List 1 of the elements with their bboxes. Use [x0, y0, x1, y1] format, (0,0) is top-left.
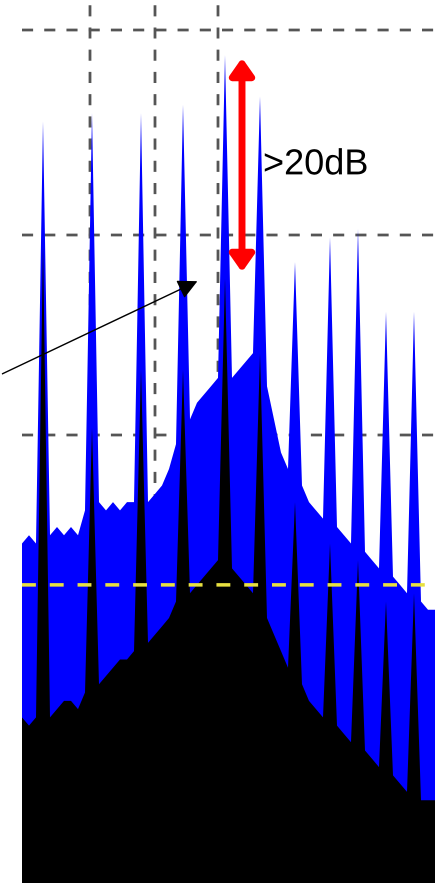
annotation: >20dB [264, 148, 367, 175]
